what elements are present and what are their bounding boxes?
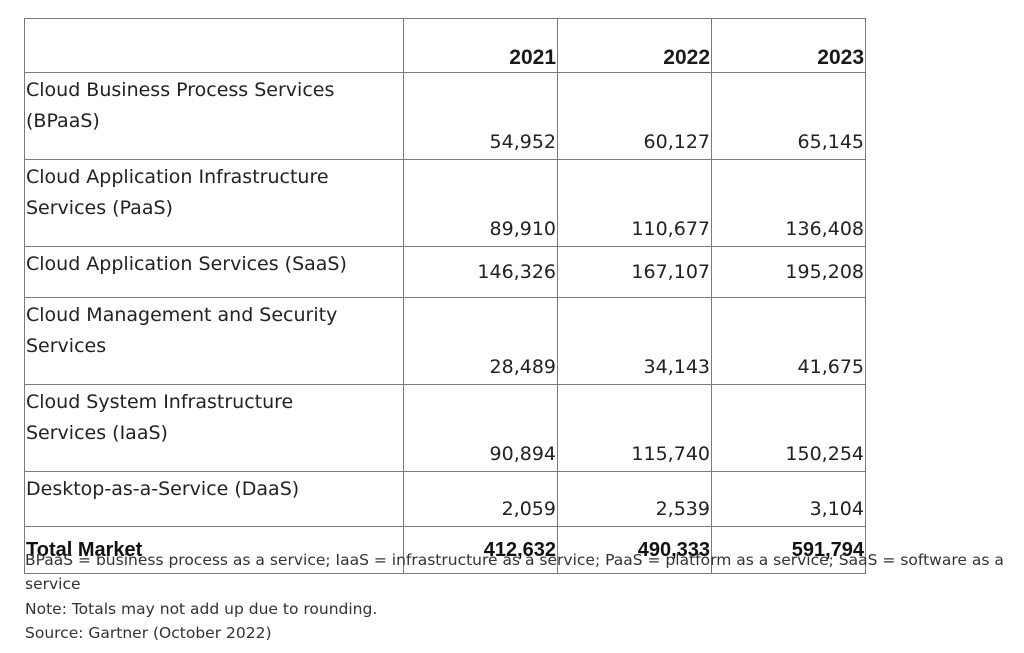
value-cell: 195,208 — [712, 247, 866, 298]
value-cell: 167,107 — [558, 247, 712, 298]
row-label: Cloud Application Infrastructure Service… — [25, 160, 404, 247]
value-cell: 115,740 — [558, 385, 712, 472]
value-cell: 34,143 — [558, 298, 712, 385]
row-label-line: Cloud Business Process Services — [26, 75, 403, 106]
row-label-line: Services (IaaS) — [26, 418, 403, 449]
abbreviation-note-line: service — [25, 572, 81, 596]
value-cell: 90,894 — [404, 385, 558, 472]
row-label-line: Cloud Application Infrastructure — [26, 162, 403, 193]
header-2023: 2023 — [712, 19, 866, 73]
row-label: Cloud Business Process Services (BPaaS) — [25, 73, 404, 160]
row-label: Cloud Application Services (SaaS) — [25, 247, 404, 298]
value-cell: 41,675 — [712, 298, 866, 385]
row-label: Cloud Management and Security Services — [25, 298, 404, 385]
row-label: Desktop-as-a-Service (DaaS) — [25, 472, 404, 527]
value-cell: 3,104 — [712, 472, 866, 527]
value-cell: 28,489 — [404, 298, 558, 385]
forecast-table: 2021 2022 2023 Cloud Business Process Se… — [24, 18, 866, 574]
row-label-line: Desktop-as-a-Service (DaaS) — [26, 474, 403, 505]
table-row: Cloud Business Process Services (BPaaS) … — [25, 73, 866, 160]
header-2022: 2022 — [558, 19, 712, 73]
row-label-line: Cloud Management and Security — [26, 300, 403, 331]
value-cell: 65,145 — [712, 73, 866, 160]
value-cell: 89,910 — [404, 160, 558, 247]
abbreviation-note-line: BPaaS = business process as a service; I… — [25, 548, 1004, 572]
row-label-line: Services — [26, 331, 403, 362]
source-note: Source: Gartner (October 2022) — [25, 621, 272, 645]
rounding-note: Note: Totals may not add up due to round… — [25, 597, 377, 621]
header-row: 2021 2022 2023 — [25, 19, 866, 73]
value-cell: 146,326 — [404, 247, 558, 298]
value-cell: 136,408 — [712, 160, 866, 247]
value-cell: 2,539 — [558, 472, 712, 527]
row-label-line: Services (PaaS) — [26, 193, 403, 224]
value-cell: 60,127 — [558, 73, 712, 160]
row-label: Cloud System Infrastructure Services (Ia… — [25, 385, 404, 472]
table-row: Cloud System Infrastructure Services (Ia… — [25, 385, 866, 472]
table-row: Cloud Management and Security Services 2… — [25, 298, 866, 385]
table-row: Desktop-as-a-Service (DaaS) 2,059 2,539 … — [25, 472, 866, 527]
row-label-line: Cloud Application Services (SaaS) — [26, 249, 403, 280]
table-row: Cloud Application Infrastructure Service… — [25, 160, 866, 247]
table-row: Cloud Application Services (SaaS) 146,32… — [25, 247, 866, 298]
value-cell: 2,059 — [404, 472, 558, 527]
value-cell: 54,952 — [404, 73, 558, 160]
value-cell: 150,254 — [712, 385, 866, 472]
header-2021: 2021 — [404, 19, 558, 73]
row-label-line: (BPaaS) — [26, 106, 403, 137]
header-empty-cell — [25, 19, 404, 73]
value-cell: 110,677 — [558, 160, 712, 247]
row-label-line: Cloud System Infrastructure — [26, 387, 403, 418]
